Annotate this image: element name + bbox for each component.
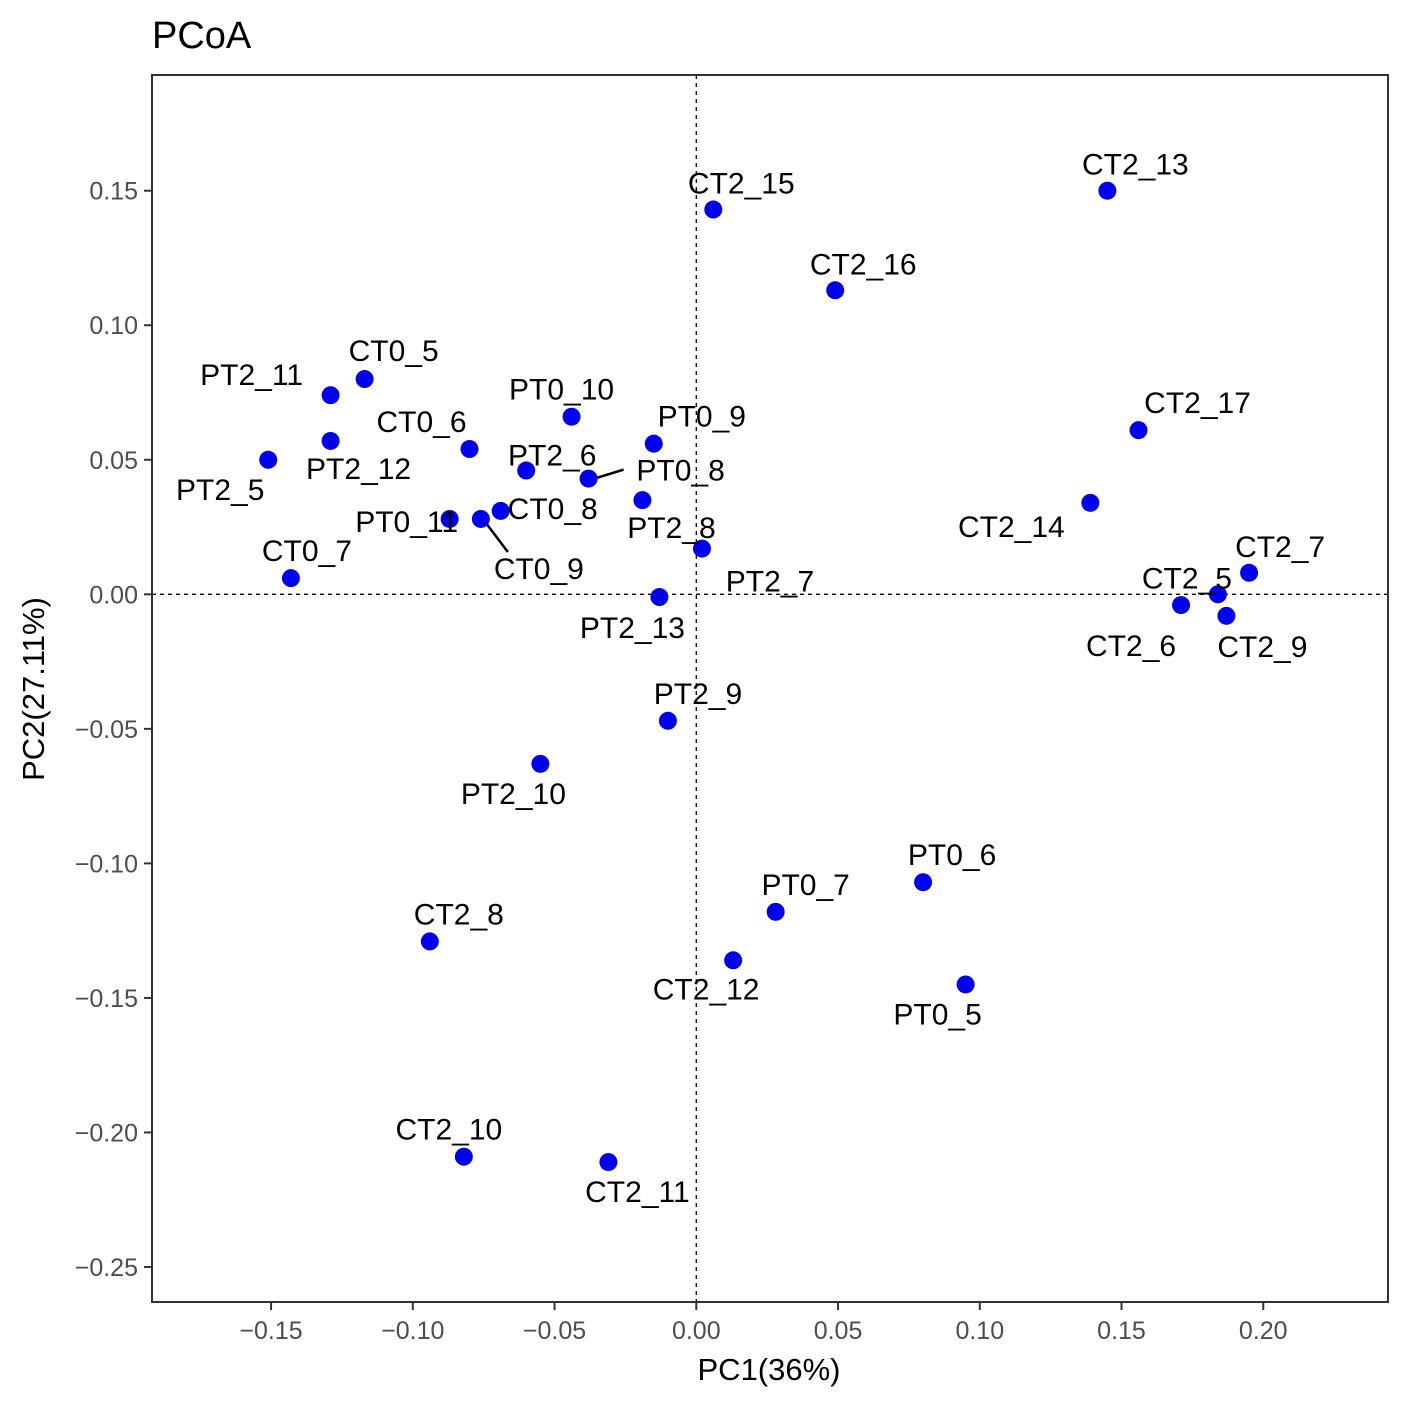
point-label: PT2_10 <box>461 778 566 811</box>
data-point <box>562 407 581 426</box>
x-tick-label: 0.10 <box>955 1317 1004 1345</box>
y-tick-label: −0.05 <box>75 716 138 744</box>
y-tick-label: 0.05 <box>89 447 138 475</box>
y-tick-label: −0.15 <box>75 985 138 1013</box>
y-axis-title: PC2(27.11%) <box>16 597 51 781</box>
point-label: CT0_9 <box>494 553 584 586</box>
x-tick-label: 0.00 <box>672 1317 721 1345</box>
x-tick-label: 0.15 <box>1097 1317 1146 1345</box>
data-point <box>1129 421 1148 440</box>
data-point <box>1081 493 1100 512</box>
point-label: CT2_14 <box>958 511 1065 544</box>
reference-lines <box>152 75 1388 1302</box>
y-tick-label: 0.15 <box>89 178 138 206</box>
data-point <box>579 469 598 488</box>
y-tick-label: 0.10 <box>89 312 138 340</box>
data-point <box>531 754 550 773</box>
y-tick-label: −0.25 <box>75 1254 138 1282</box>
plot-panel-border <box>151 74 1389 1303</box>
data-point <box>491 501 510 520</box>
data-point <box>692 539 711 558</box>
point-label: PT2_13 <box>580 612 685 645</box>
data-point <box>1208 585 1227 604</box>
data-point <box>1240 563 1259 582</box>
data-point <box>420 932 439 951</box>
label-leader-lines <box>485 468 624 553</box>
data-point <box>724 951 743 970</box>
data-point <box>658 711 677 730</box>
data-point <box>956 975 975 994</box>
label-leader-line <box>596 468 624 480</box>
data-point <box>355 370 374 389</box>
data-point <box>454 1147 473 1166</box>
data-point <box>826 281 845 300</box>
y-tick-label: −0.20 <box>75 1119 138 1147</box>
data-point <box>650 588 669 607</box>
data-point <box>1098 181 1117 200</box>
data-point <box>1217 606 1236 625</box>
data-points <box>259 181 1259 1172</box>
point-label: PT2_7 <box>726 566 814 599</box>
point-label: CT2_6 <box>1086 630 1176 663</box>
point-label: CT2_15 <box>688 168 795 201</box>
point-label: PT0_11 <box>355 506 458 539</box>
point-label: CT0_5 <box>349 335 439 368</box>
point-label: CT2_16 <box>810 248 917 281</box>
data-point <box>914 873 933 892</box>
point-label: PT0_5 <box>893 998 981 1031</box>
point-label: PT2_6 <box>508 440 596 473</box>
data-point <box>460 440 479 459</box>
data-point <box>440 509 459 528</box>
point-label: CT0_8 <box>508 493 598 526</box>
point-label: PT0_10 <box>509 374 614 407</box>
point-label: PT2_11 <box>200 359 303 392</box>
point-label: PT2_5 <box>176 474 264 507</box>
label-leader-line <box>485 523 509 553</box>
point-label: CT2_7 <box>1235 531 1325 564</box>
point-label: PT0_6 <box>908 839 996 872</box>
point-label: CT2_13 <box>1082 149 1189 182</box>
point-label: PT0_7 <box>761 869 849 902</box>
data-point <box>321 386 340 405</box>
point-labels: CT2_13 CT2_15 CT2_16 CT0_5 PT2_11 PT2_12 PT2_5… <box>176 149 1325 1209</box>
data-point <box>517 461 536 480</box>
data-point <box>766 902 785 921</box>
data-point <box>599 1153 618 1172</box>
x-tick-label: −0.10 <box>381 1317 444 1345</box>
x-tick-label: −0.05 <box>523 1317 586 1345</box>
point-label: CT2_10 <box>395 1114 502 1147</box>
y-axis-ticks: 0.15 0.10 0.05 0.00 −0.05 −0.10 −0.15 −0.20 −0.2… <box>75 178 152 1282</box>
data-point <box>704 200 723 219</box>
x-axis-title: PC1(36%) <box>698 1352 841 1387</box>
x-tick-label: 0.20 <box>1239 1317 1288 1345</box>
point-label: CT0_6 <box>376 406 466 439</box>
point-label: CT2_9 <box>1217 631 1307 664</box>
data-point <box>259 450 278 469</box>
point-label: PT0_8 <box>636 455 724 488</box>
point-label: PT2_8 <box>627 512 715 545</box>
point-label: CT2_17 <box>1144 387 1251 420</box>
data-point <box>1172 596 1191 615</box>
data-point <box>644 434 663 453</box>
point-label: CT2_11 <box>585 1176 690 1209</box>
point-label: PT2_12 <box>306 453 411 486</box>
data-point <box>471 509 490 528</box>
chart-title: PCoA <box>152 15 252 57</box>
data-point <box>281 569 300 588</box>
data-point <box>321 431 340 450</box>
point-label: CT0_7 <box>262 535 352 568</box>
y-tick-label: −0.10 <box>75 850 138 878</box>
point-label: CT2_5 <box>1142 562 1232 595</box>
y-tick-label: 0.00 <box>89 581 138 609</box>
data-point <box>633 491 652 510</box>
x-tick-label: −0.15 <box>239 1317 302 1345</box>
point-label: PT2_9 <box>654 678 742 711</box>
x-axis-ticks: −0.15 −0.10 −0.05 0.00 0.05 0.10 0.15 0.20 <box>239 1302 1288 1345</box>
point-label: PT0_9 <box>658 401 746 434</box>
x-tick-label: 0.05 <box>814 1317 863 1345</box>
point-label: CT2_12 <box>653 973 760 1006</box>
point-label: CT2_8 <box>414 898 504 931</box>
